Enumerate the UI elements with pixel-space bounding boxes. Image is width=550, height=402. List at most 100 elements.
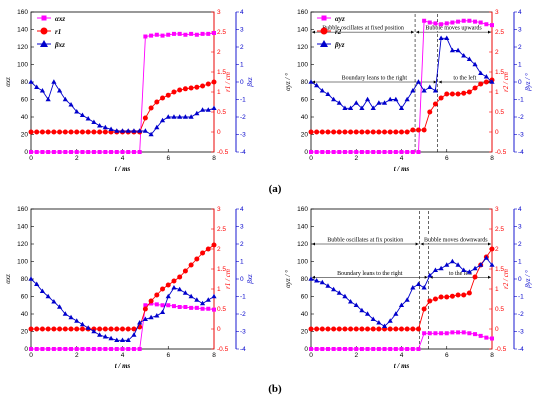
point-triangle [410,284,416,290]
x-tick-label: 6 [445,155,449,162]
annotation-arrowhead-left [438,80,442,84]
annotation-bg [333,269,406,277]
point-triangle [199,300,206,306]
point-circle [461,90,467,96]
point-triangle [449,47,456,53]
r2-tick-label: -1 [240,294,246,301]
r2-tick-label: 1 [518,62,522,69]
legend-label: r2 [335,28,342,36]
point-triangle [119,128,126,133]
point-circle [194,84,200,90]
annotation-bg [338,74,411,81]
point-circle [331,129,337,135]
point-square [57,347,62,351]
point-triangle [336,290,342,295]
point-triangle [114,128,120,133]
point-circle [51,326,57,332]
point-triangle [325,283,331,288]
point-circle [102,129,108,135]
r2-tick-label: 4 [240,9,244,16]
r1-axis-label: r2 / cm [502,72,510,92]
r2-tick-label: -4 [240,346,246,353]
point-square [376,347,381,351]
annotation-text: Bubble moves downwards [424,238,488,244]
r2-tick-label: 4 [518,206,522,213]
point-triangle [353,100,359,105]
point-triangle [444,35,450,41]
point-circle [472,85,478,91]
annotation-arrowhead-right [488,30,491,34]
point-square [410,347,415,351]
point-circle [120,326,125,332]
point-triangle [314,277,320,283]
r2-tick-label: 3 [518,224,522,231]
annotation-text: Bubble moves upwards [425,26,482,32]
point-circle [455,292,461,298]
point-triangle [342,293,348,299]
point-square [137,150,142,154]
point-circle [177,274,183,280]
r1-tick-label: 3 [217,9,221,16]
point-triangle [102,124,108,130]
point-triangle [79,112,86,118]
r2-tick-label: 2 [240,241,244,248]
point-triangle [125,337,131,343]
point-triangle [62,96,68,102]
series-line-square [31,303,215,350]
point-square [365,347,370,351]
point-circle [319,326,325,332]
point-circle [365,326,371,332]
point-circle [376,326,382,332]
point-square [444,331,449,336]
r2-tick-label: 0 [240,79,244,86]
annotation-arrowhead-right [488,275,491,279]
left-tick-label: 60 [301,97,309,104]
point-triangle [97,332,103,337]
point-triangle [159,117,166,123]
point-circle [387,129,393,135]
point-triangle [148,314,154,320]
point-circle [478,81,484,87]
point-circle [142,306,148,312]
point-square [399,150,404,154]
point-circle [97,326,103,332]
point-circle [421,306,427,312]
point-square [422,331,427,336]
point-square [478,20,483,25]
point-triangle [102,333,108,339]
annotation-text: to the left [449,270,472,277]
x-axis-label: t / ms [115,362,131,370]
point-triangle [331,286,337,292]
r1-tick-label: 0 [495,129,499,136]
point-square [91,347,96,351]
left-tick-label: 140 [17,224,28,231]
point-triangle [142,128,148,133]
point-circle [74,129,80,135]
point-triangle [387,96,393,102]
point-circle [342,129,348,135]
point-circle [148,105,154,111]
point-triangle [410,87,416,93]
point-circle [57,326,63,332]
point-square [382,150,387,154]
r2-tick-label: -4 [518,149,524,156]
left-tick-label: 120 [297,241,308,248]
point-circle [415,127,421,133]
left-tick-label: 60 [21,294,29,301]
point-square [206,31,211,36]
point-triangle [353,302,359,308]
point-triangle [211,105,217,111]
point-circle [194,256,200,262]
point-triangle [325,91,331,97]
point-square [314,150,319,154]
x-tick-label: 0 [29,155,33,162]
point-triangle [177,114,183,119]
point-triangle [483,255,489,260]
point-square [143,34,148,39]
point-square [86,150,91,154]
point-triangle [159,309,166,315]
point-square [97,347,102,351]
point-triangle [28,276,34,281]
point-circle [370,129,376,135]
